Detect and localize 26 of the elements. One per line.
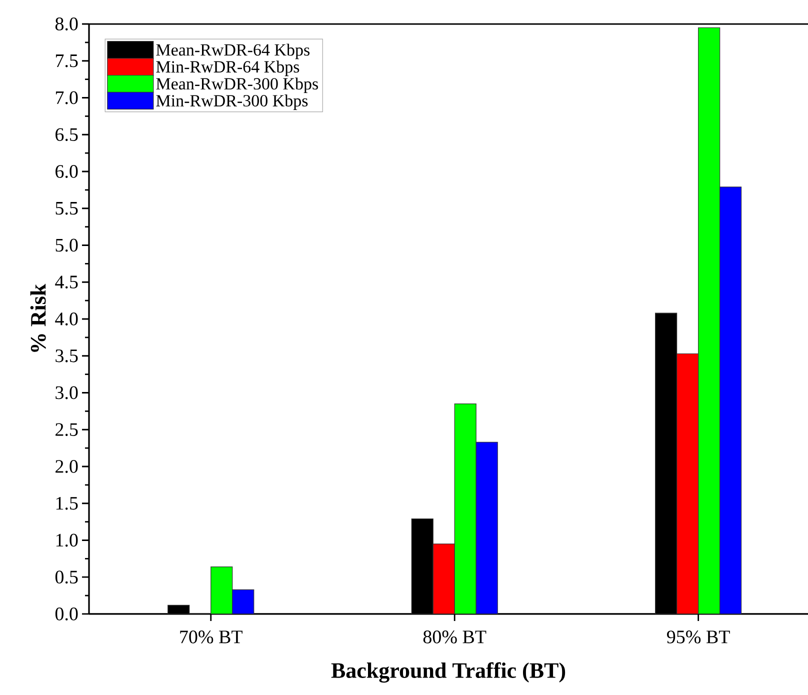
x-tick-label: 70% BT [180, 630, 242, 644]
y-tick-label: 2.5 [56, 423, 78, 436]
y-tick-label: 4.0 [55, 312, 78, 326]
y-tick-label: 8.0 [55, 18, 78, 30]
x-axis-title: Background Traffic (BT) [331, 662, 566, 683]
legend-label: Mean-RwDR-64 Kbps [156, 44, 310, 60]
y-tick-label: 3.5 [56, 349, 78, 362]
y-tick-label: 1.5 [56, 496, 78, 510]
legend-label: Min-RwDR-64 Kbps [156, 60, 300, 76]
y-tick-label: 5.0 [56, 238, 78, 252]
y-axis-title: % Risk [30, 284, 46, 352]
y-tick-label: 3.0 [56, 386, 78, 400]
y-tick-label: 6.5 [56, 128, 78, 142]
x-tick-label: 80% BT [423, 630, 486, 644]
legend-label: Mean-RwDR-300 Kbps [156, 78, 318, 94]
legend-label: Min-RwDR-300 Kbps [156, 94, 308, 110]
y-tick-label: 4.5 [55, 276, 78, 289]
y-tick-label: 0.5 [55, 570, 78, 584]
y-tick-label: 6.0 [56, 165, 78, 178]
x-tick-label: 95% BT [667, 630, 730, 644]
y-tick-label: 5.5 [56, 202, 78, 215]
y-tick-label: 0.0 [55, 608, 78, 620]
y-tick-label: 1.0 [56, 534, 78, 547]
y-tick-label: 7.5 [56, 54, 78, 68]
y-tick-label: 2.0 [56, 460, 78, 473]
y-tick-label: 7.0 [56, 91, 78, 104]
